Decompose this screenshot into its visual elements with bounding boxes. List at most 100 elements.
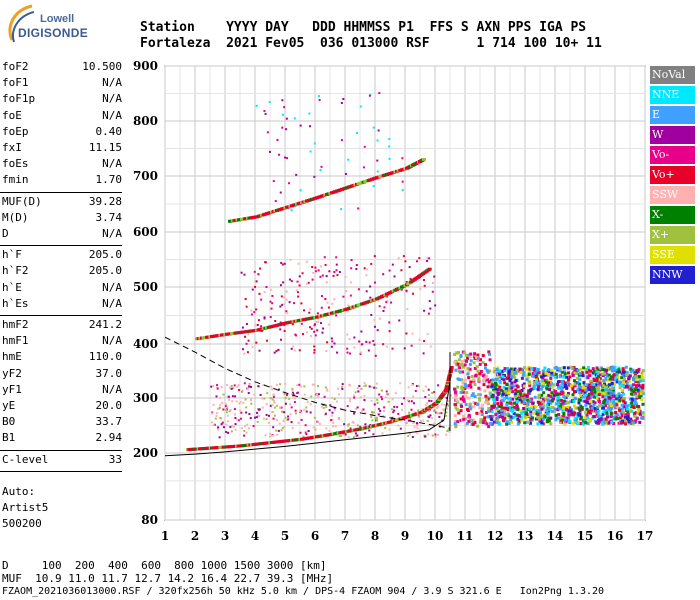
echo-point bbox=[211, 421, 214, 424]
echo-point bbox=[388, 145, 391, 148]
echo-point bbox=[581, 389, 585, 393]
echo-point bbox=[247, 339, 250, 342]
echo-point bbox=[373, 281, 376, 284]
echo-point bbox=[635, 394, 639, 398]
echo-point bbox=[516, 385, 520, 389]
echo-point bbox=[279, 284, 282, 287]
echo-point bbox=[297, 295, 300, 298]
echo-point bbox=[315, 320, 318, 323]
echo-point bbox=[598, 419, 602, 423]
echo-point bbox=[528, 369, 532, 373]
echo-point bbox=[272, 411, 275, 414]
echo-point bbox=[532, 384, 536, 388]
echo-point bbox=[510, 375, 514, 379]
echo-point bbox=[216, 384, 219, 387]
echo-point bbox=[262, 417, 265, 420]
echo-point bbox=[388, 138, 391, 141]
echo-point bbox=[609, 397, 613, 401]
echo-point bbox=[292, 391, 295, 394]
echo-point bbox=[528, 419, 532, 423]
echo-point bbox=[401, 188, 404, 191]
echo-point bbox=[571, 385, 575, 389]
echo-point bbox=[386, 300, 389, 303]
echo-point bbox=[573, 368, 577, 372]
echo-point bbox=[415, 385, 418, 388]
echo-point bbox=[461, 395, 465, 399]
echo-point bbox=[364, 423, 367, 426]
echo-point bbox=[228, 398, 231, 401]
echo-point bbox=[639, 377, 643, 381]
echo-point bbox=[453, 390, 457, 394]
echo-point bbox=[453, 414, 457, 418]
echo-point bbox=[616, 399, 620, 403]
param-value: N/A bbox=[102, 382, 122, 396]
echo-point bbox=[355, 264, 358, 267]
echo-point bbox=[467, 370, 471, 374]
echo-point bbox=[434, 304, 437, 307]
echo-point bbox=[597, 375, 601, 379]
echo-point bbox=[515, 390, 519, 394]
echo-point bbox=[324, 263, 327, 266]
param-value: N/A bbox=[102, 296, 122, 310]
echo-point bbox=[380, 395, 383, 398]
echo-point bbox=[253, 311, 256, 314]
echo-point bbox=[407, 386, 410, 389]
echo-point bbox=[533, 371, 537, 375]
echo-point bbox=[605, 374, 609, 378]
param-name: h`Es bbox=[2, 296, 29, 310]
echo-point bbox=[592, 377, 596, 381]
echo-point bbox=[560, 384, 564, 388]
echo-point bbox=[275, 350, 278, 353]
echo-point bbox=[427, 394, 430, 397]
echo-point bbox=[255, 308, 258, 311]
echo-point bbox=[581, 386, 585, 390]
x-tick-label: 13 bbox=[517, 529, 534, 543]
param-value: 241.2 bbox=[88, 318, 122, 331]
echo-point bbox=[327, 306, 330, 309]
echo-point bbox=[258, 349, 261, 352]
echo-point bbox=[489, 421, 493, 425]
echo-point bbox=[546, 395, 550, 399]
echo-point bbox=[548, 371, 552, 375]
echo-point bbox=[255, 280, 258, 283]
echo-point bbox=[602, 420, 606, 424]
echo-point bbox=[353, 336, 356, 339]
echo-point bbox=[237, 384, 240, 387]
echo-point bbox=[585, 407, 589, 411]
echo-point bbox=[461, 388, 465, 392]
echo-point bbox=[350, 259, 353, 262]
echo-point bbox=[471, 422, 475, 426]
echo-point bbox=[331, 396, 334, 399]
echo-point bbox=[405, 281, 408, 284]
echo-point bbox=[542, 391, 546, 395]
echo-point bbox=[345, 290, 348, 293]
param-name: fmin bbox=[2, 173, 29, 187]
echo-point bbox=[253, 416, 256, 419]
echo-point bbox=[607, 383, 611, 387]
echo-point bbox=[531, 374, 535, 378]
echo-point bbox=[227, 395, 230, 398]
echo-point bbox=[312, 426, 315, 429]
echo-point bbox=[555, 416, 559, 420]
echo-point bbox=[476, 353, 480, 357]
echo-point bbox=[321, 295, 324, 298]
echo-point bbox=[428, 399, 431, 402]
echo-point bbox=[317, 395, 320, 398]
param-separator bbox=[0, 449, 122, 451]
echo-point bbox=[558, 404, 562, 408]
echo-point bbox=[601, 406, 605, 410]
echo-point bbox=[560, 388, 564, 392]
echo-point bbox=[226, 414, 229, 417]
echo-point bbox=[480, 413, 484, 417]
echo-point bbox=[591, 367, 595, 371]
echo-point bbox=[574, 406, 578, 410]
echo-point bbox=[559, 386, 563, 390]
echo-point bbox=[559, 398, 563, 402]
echo-point bbox=[388, 321, 391, 324]
echo-point bbox=[334, 425, 337, 428]
echo-point bbox=[597, 400, 601, 404]
echo-point bbox=[263, 317, 266, 320]
echo-point bbox=[483, 421, 487, 425]
echo-point bbox=[587, 410, 591, 414]
echo-point bbox=[516, 422, 520, 426]
